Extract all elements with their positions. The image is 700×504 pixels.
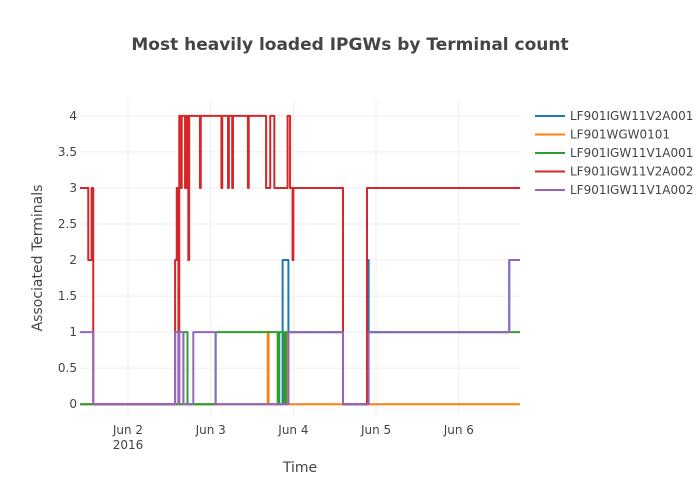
chart-title: Most heavily loaded IPGWs by Terminal co… — [131, 35, 568, 55]
legend-item[interactable]: LF901IGW11V1A002 — [535, 183, 693, 197]
plot-area[interactable] — [80, 114, 520, 406]
x-tick-label: Jun 6 — [443, 423, 474, 437]
legend-item[interactable]: LF901IGW11V1A001 — [535, 146, 693, 160]
legend-item[interactable]: LF901WGW0101 — [535, 128, 670, 142]
legend-item[interactable]: LF901IGW11V2A002 — [535, 165, 693, 179]
y-tick-label: 0 — [69, 397, 77, 411]
y-tick-label: 3.5 — [58, 145, 77, 159]
y-tick-label: 0.5 — [58, 361, 77, 375]
y-tick-label: 2 — [69, 253, 77, 267]
x-axis-title: Time — [282, 460, 317, 476]
x-tick-label: Jun 2 — [112, 423, 143, 437]
x-tick-label: Jun 5 — [360, 423, 391, 437]
y-tick-label: 3 — [69, 181, 77, 195]
x-tick-label: Jun 3 — [195, 423, 226, 437]
y-tick-label: 1.5 — [58, 289, 77, 303]
y-axis-title: Associated Terminals — [30, 185, 46, 332]
y-tick-label: 2.5 — [58, 217, 77, 231]
legend-label: LF901WGW0101 — [570, 128, 670, 142]
legend-label: LF901IGW11V2A002 — [570, 165, 693, 179]
y-axis: 0 0.5 1 1.5 2 2.5 3 3.5 4 — [58, 109, 77, 411]
series-line-lf901igw11v2a002[interactable] — [80, 114, 520, 406]
x-tick-label: Jun 4 — [277, 423, 308, 437]
legend-item[interactable]: LF901IGW11V2A001 — [535, 109, 693, 123]
series-line-lf901igw11v1a002[interactable] — [80, 259, 520, 406]
y-tick-label: 1 — [69, 325, 77, 339]
legend-label: LF901IGW11V1A002 — [570, 183, 693, 197]
legend-label: LF901IGW11V1A001 — [570, 146, 693, 160]
legend[interactable]: LF901IGW11V2A001 LF901WGW0101 LF901IGW11V1… — [535, 109, 693, 197]
y-tick-label: 4 — [69, 109, 77, 123]
legend-label: LF901IGW11V2A001 — [570, 109, 693, 123]
grid — [80, 100, 520, 415]
x-tick-sublabel: 2016 — [113, 438, 144, 452]
